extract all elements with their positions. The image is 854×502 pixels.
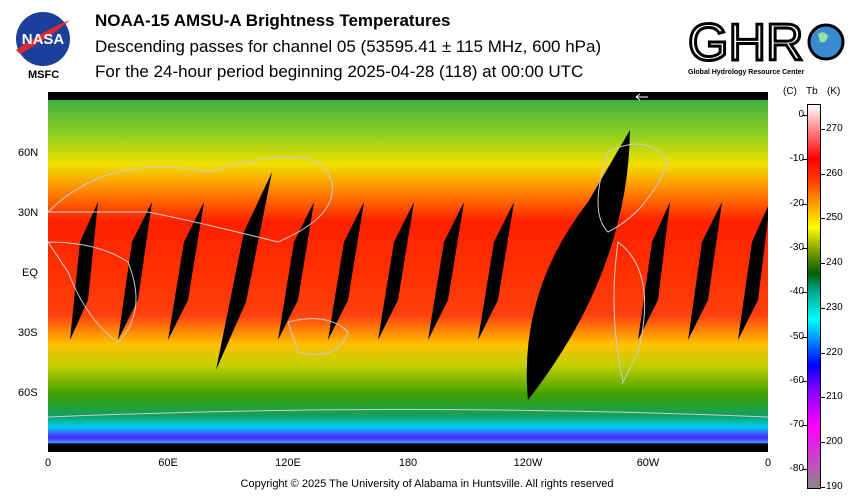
celsius-tick: [802, 336, 807, 338]
kelvin-tick-label: 270: [826, 123, 843, 134]
kelvin-tick: [820, 218, 825, 220]
kelvin-tick: [820, 173, 825, 175]
colorbar-header-tb: Tb: [806, 86, 818, 97]
kelvin-tick-label: 230: [826, 301, 843, 313]
kelvin-tick-label: 190: [826, 480, 843, 492]
kelvin-tick: [820, 397, 825, 399]
lat-label: 30N: [18, 207, 39, 219]
kelvin-tick: [820, 263, 825, 265]
lon-label: 0: [764, 457, 772, 469]
kelvin-tick: [820, 441, 825, 443]
lon-label: 180: [398, 457, 418, 469]
colorbar-header-k: (K): [827, 86, 841, 97]
lat-label: 30S: [18, 327, 38, 339]
celsius-tick-label: 0: [786, 109, 804, 120]
lat-label: 60S: [18, 387, 38, 399]
kelvin-tick-label: 240: [826, 257, 843, 269]
svg-text:GHR: GHR: [688, 14, 804, 72]
copyright: Copyright © 2025 The University of Alaba…: [240, 478, 614, 490]
kelvin-tick-label: 200: [826, 435, 843, 447]
chart-title: NOAA-15 AMSU-A Brightness Temperatures: [95, 11, 451, 30]
data-gaps: [70, 130, 768, 400]
celsius-tick: [802, 159, 807, 161]
kelvin-tick: [820, 486, 825, 488]
colorbar: [807, 104, 821, 489]
ghrc-logo: GHR Global Hydrology Resource Center: [687, 10, 848, 80]
celsius-tick: [802, 115, 807, 116]
celsius-tick-label: -50: [789, 330, 804, 342]
nasa-caption: MSFC: [28, 69, 60, 81]
celsius-tick-label: -40: [789, 286, 804, 298]
colorbar-header-c: (C): [783, 86, 797, 97]
nasa-logo: NASA: [14, 10, 72, 68]
celsius-tick: [802, 292, 807, 294]
lon-label: 0: [44, 457, 52, 469]
kelvin-tick-label: 220: [826, 346, 843, 358]
chart-subtitle: Descending passes for channel 05 (53595.…: [95, 37, 602, 56]
lat-label: EQ: [22, 267, 38, 279]
kelvin-tick: [820, 129, 825, 130]
kelvin-tick-label: 260: [826, 167, 843, 179]
celsius-tick-label: -70: [789, 419, 804, 431]
kelvin-tick: [820, 352, 825, 354]
celsius-tick: [802, 380, 807, 382]
kelvin-tick-label: 210: [826, 391, 843, 403]
chart-period: For the 24-hour period beginning 2025-04…: [95, 62, 584, 81]
celsius-tick-label: -10: [789, 153, 804, 165]
coastlines: [48, 143, 768, 418]
kelvin-tick: [820, 307, 825, 309]
celsius-tick: [802, 203, 807, 205]
lon-label: 60E: [158, 457, 178, 469]
celsius-tick: [802, 425, 807, 427]
celsius-tick-label: -80: [789, 463, 804, 475]
celsius-tick-label: -20: [789, 197, 804, 209]
celsius-tick: [802, 469, 807, 471]
lat-label: 60N: [18, 147, 39, 159]
celsius-tick-label: -60: [789, 374, 804, 386]
brightness-temperature-map: [48, 92, 768, 452]
svg-text:NASA: NASA: [22, 31, 65, 48]
celsius-tick: [802, 247, 807, 249]
lon-label: 60W: [636, 457, 660, 469]
lon-label: 120E: [275, 457, 301, 469]
ghrc-caption: Global Hydrology Resource Center: [688, 69, 805, 76]
celsius-tick-label: -30: [789, 241, 804, 253]
lon-label: 120W: [513, 457, 543, 469]
kelvin-tick-label: 250: [826, 212, 843, 224]
